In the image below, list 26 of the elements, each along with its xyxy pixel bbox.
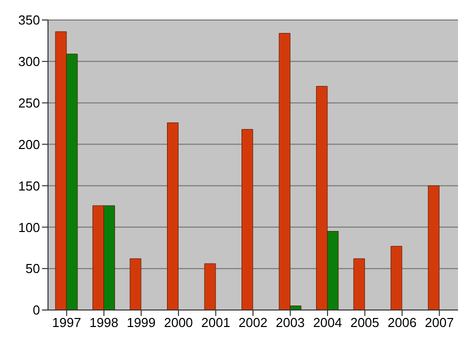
x-tick-label: 2001 [201, 315, 230, 330]
x-tick-label: 2004 [313, 315, 342, 330]
bar [390, 246, 402, 310]
y-tick-label: 350 [18, 12, 40, 28]
bar [167, 122, 179, 310]
y-tick-label: 50 [26, 261, 40, 276]
y-tick-label: 150 [18, 178, 40, 194]
x-tick-label: 2006 [388, 315, 417, 330]
bar [353, 258, 365, 310]
x-tick-label: 1997 [52, 315, 82, 330]
y-tick-label: 250 [18, 95, 40, 110]
x-tick-label: 2005 [350, 315, 380, 330]
x-tick-label: 2002 [238, 315, 268, 330]
bar [428, 185, 440, 310]
bar [204, 263, 216, 310]
y-tick-label: 300 [18, 54, 40, 70]
x-tick-label: 2003 [276, 315, 305, 330]
x-tick-label: 1998 [89, 315, 118, 330]
bar [130, 258, 142, 310]
bar [242, 129, 254, 310]
y-tick-label: 200 [18, 136, 40, 152]
y-tick-label: 100 [18, 220, 40, 235]
x-tick-label: 2007 [424, 315, 454, 330]
x-tick-label: 1999 [126, 315, 156, 330]
y-tick-label: 0 [32, 302, 40, 318]
x-tick-label: 2000 [164, 315, 193, 330]
